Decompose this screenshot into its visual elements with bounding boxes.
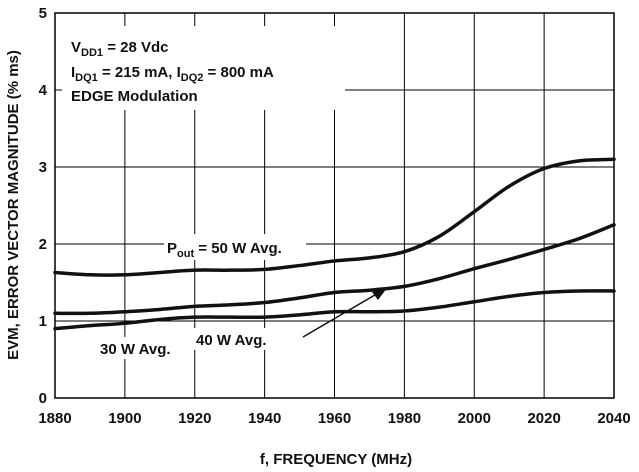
x-tick-label: 1900: [108, 410, 141, 427]
x-axis-title: f, FREQUENCY (MHz): [260, 451, 412, 468]
conditions-box: [62, 26, 345, 110]
y-tick-label: 5: [39, 5, 47, 22]
condition-idq: IDQ1 = 215 mA, IDQ2 = 800 mA: [71, 64, 274, 84]
x-tick-label: 2040: [597, 410, 630, 427]
arrowhead: [372, 288, 387, 300]
x-tick-label: 1980: [388, 410, 421, 427]
x-tick-label: 1960: [318, 410, 351, 427]
x-tick-label: 1880: [38, 410, 71, 427]
series-line-2: [53, 289, 616, 331]
condition-vdd: VDD1 = 28 Vdc: [71, 39, 169, 59]
y-tick-label: 3: [39, 159, 47, 176]
x-tick-label: 2000: [458, 410, 491, 427]
y-tick-label: 0: [39, 390, 47, 407]
y-axis-title: EVM, ERROR VECTOR MAGNITUDE (% ms): [5, 50, 22, 360]
label-30w-bg: [97, 337, 183, 359]
series-line-1: [53, 223, 616, 316]
label-50w-bg: [164, 234, 306, 260]
condition-modulation: EDGE Modulation: [71, 88, 198, 105]
y-tick-label: 4: [39, 82, 48, 99]
ticks: 1880 1900 1920 1940 1960 1980 2000 2020 2040 0 1 2 3…: [38, 5, 630, 427]
label-30w: 30 W Avg.: [100, 341, 171, 358]
curves: [53, 157, 616, 331]
y-tick-label: 1: [39, 313, 47, 330]
label-40w: 40 W Avg.: [196, 332, 267, 349]
x-tick-label: 1920: [178, 410, 211, 427]
label-50w: Pout = 50 W Avg.: [167, 240, 282, 260]
label-40w-bg: [193, 328, 311, 350]
y-tick-label: 2: [39, 236, 47, 253]
x-tick-label: 1940: [248, 410, 281, 427]
x-tick-label: 2020: [527, 410, 560, 427]
series-line-0: [53, 157, 616, 277]
label-40w-arrow: [302, 291, 381, 338]
